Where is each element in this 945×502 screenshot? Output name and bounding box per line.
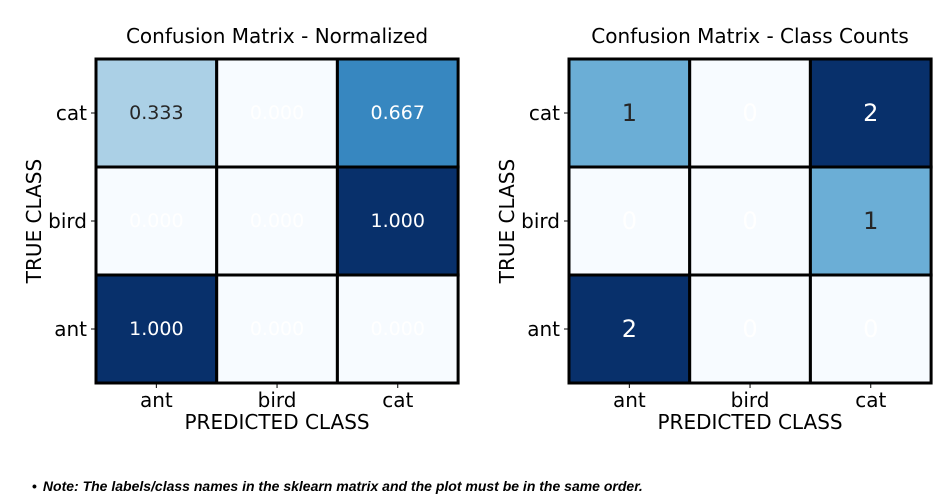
heatmap-cell <box>567 165 692 277</box>
cell-value-label: 0.000 <box>250 210 304 232</box>
footnote: • Note: The labels/class names in the skl… <box>32 478 932 494</box>
x-tick-label: cat <box>382 388 413 412</box>
y-tick-label: ant <box>527 317 560 341</box>
x-tick-label: cat <box>855 388 886 412</box>
cell-value-label: 0.000 <box>371 318 425 340</box>
y-tick-label: bird <box>48 209 87 233</box>
heatmap-cell <box>215 273 339 385</box>
heatmap-cell <box>215 57 339 169</box>
cell-value-label: 0 <box>742 207 757 235</box>
heatmap-cell <box>688 57 812 169</box>
counts-confusion-matrix-chart: 1 0 2 0 0 1 2 0 0 Confusion Matrix - Class Counts… <box>495 24 933 434</box>
cell-value-label: 0 <box>863 315 878 343</box>
chart-title: Confusion Matrix - Class Counts <box>591 24 909 48</box>
y-axis-label: TRUE CLASS <box>22 159 46 284</box>
heatmap-cell <box>808 165 933 277</box>
cell-value-label: 0.000 <box>250 102 304 124</box>
heatmap-cell <box>808 57 933 169</box>
x-tick-label: bird <box>258 388 297 412</box>
x-tick-label: bird <box>731 388 770 412</box>
x-axis-label: PREDICTED CLASS <box>184 410 369 434</box>
cell-value-label: 0 <box>742 99 757 127</box>
y-tick-label: cat <box>529 101 560 125</box>
heatmap-cell <box>567 273 692 385</box>
x-axis-label: PREDICTED CLASS <box>657 410 842 434</box>
cell-value-label: 2 <box>863 99 878 127</box>
cell-value-label: 0 <box>742 315 757 343</box>
cell-value-label: 0.667 <box>371 102 425 124</box>
heatmap-cell <box>335 165 460 277</box>
y-tick-label: bird <box>521 209 560 233</box>
cell-value-label: 0 <box>622 207 637 235</box>
normalized-confusion-matrix-chart: 0.333 0.000 0.667 0.000 0.000 1.000 1.000 0.000… <box>22 24 460 434</box>
heatmap-cell <box>688 273 812 385</box>
footnote-text: Note: The labels/class names in the skle… <box>42 478 643 494</box>
cell-value-label: 1 <box>863 207 878 235</box>
heatmap-cell <box>688 165 812 277</box>
cell-value-label: 1.000 <box>371 210 425 232</box>
cell-value-label: 0.333 <box>129 102 183 124</box>
cell-value-label: 1.000 <box>129 318 183 340</box>
y-tick-label: cat <box>56 101 87 125</box>
y-tick-label: ant <box>54 317 87 341</box>
cell-value-label: 1 <box>622 99 637 127</box>
heatmap-cell <box>808 273 933 385</box>
x-tick-label: ant <box>613 388 646 412</box>
cell-value-label: 2 <box>622 315 637 343</box>
chart-title: Confusion Matrix - Normalized <box>126 24 428 48</box>
x-tick-label: ant <box>140 388 173 412</box>
cell-value-label: 0.000 <box>129 210 183 232</box>
bullet-icon: • <box>32 478 37 494</box>
cell-value-label: 0.000 <box>250 318 304 340</box>
y-axis-label: TRUE CLASS <box>495 159 519 284</box>
